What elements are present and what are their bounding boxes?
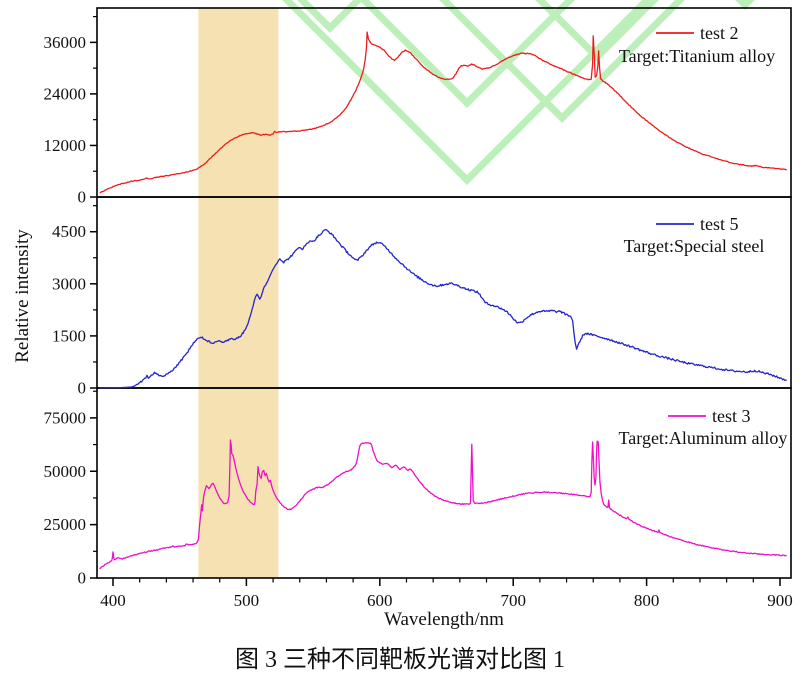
spectrum-line-test-2 (99, 31, 787, 194)
x-tick-label: 900 (767, 591, 793, 610)
legend-panel-1: test 2 Target:Titanium alloy (619, 23, 775, 66)
y-tick-label: 25000 (44, 515, 87, 534)
watermark-pattern (282, 0, 755, 185)
watermark-chevron (535, 0, 659, 62)
spectra-curves (99, 31, 787, 570)
y-tick-label: 0 (78, 569, 87, 588)
x-tick-label: 700 (500, 591, 526, 610)
y-tick-label: 36000 (44, 33, 87, 52)
x-tick-label: 400 (100, 591, 126, 610)
y-axis-label: Relative intensity (12, 229, 33, 363)
legend-panel-2: test 5 Target:Special steel (624, 214, 765, 256)
legend-target-label: Target:Titanium alloy (619, 46, 775, 66)
watermark-chevron (282, 0, 652, 185)
y-tick-label: 4500 (52, 222, 86, 241)
legend-panel-3: test 3 Target:Aluminum alloy (619, 406, 788, 448)
legend-target-label: Target:Special steel (624, 236, 765, 256)
panel-frame (96, 387, 792, 579)
plot-frames (96, 7, 792, 579)
tick-labels: 0 12000 24000 36000 0 1500 3000 4500 0 25000 50000… (44, 33, 793, 610)
y-tick-label: 3000 (52, 274, 86, 293)
spectrum-line-test-3 (99, 439, 787, 570)
y-tick-label: 24000 (44, 84, 87, 103)
y-tick-label: 12000 (44, 136, 87, 155)
watermark-chevron (359, 0, 575, 108)
watermark-chevron (297, 0, 363, 33)
figure-caption: 图 3 三种不同靶板光谱对比图 1 (235, 646, 565, 673)
x-axis-label: Wavelength/nm (384, 609, 504, 630)
watermark-chevron (735, 0, 755, 10)
y-tick-label: 0 (78, 188, 87, 207)
highlight-band (198, 8, 279, 578)
spectrum-line-test-5 (99, 228, 787, 389)
watermark-chevron (439, 0, 685, 123)
legend-target-label: Target:Aluminum alloy (619, 428, 788, 448)
y-tick-label: 75000 (44, 408, 87, 427)
legend-label: test 2 (700, 23, 739, 43)
x-tick-label: 600 (367, 591, 393, 610)
axis-ticks (90, 15, 781, 586)
legend-label: test 3 (712, 406, 751, 426)
y-tick-label: 50000 (44, 462, 87, 481)
y-tick-label: 0 (78, 379, 87, 398)
y-tick-label: 1500 (52, 326, 86, 345)
x-tick-label: 800 (634, 591, 660, 610)
legend-label: test 5 (700, 214, 739, 234)
x-tick-label: 500 (234, 591, 260, 610)
